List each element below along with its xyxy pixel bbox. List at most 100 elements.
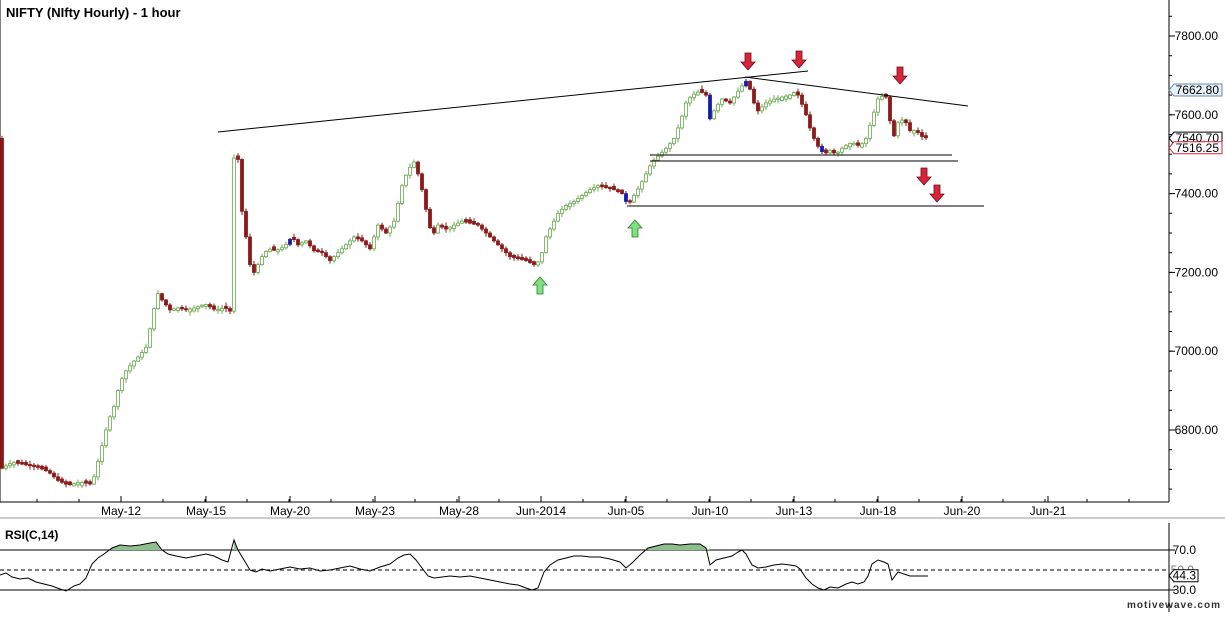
candle-body bbox=[160, 293, 164, 301]
candle-body bbox=[784, 95, 788, 100]
candle-body bbox=[144, 346, 148, 353]
candle-body bbox=[608, 186, 612, 190]
candle-body bbox=[176, 307, 180, 311]
candle-body bbox=[28, 464, 32, 467]
candle-body bbox=[80, 482, 84, 487]
candle-body bbox=[652, 159, 656, 167]
candle-body bbox=[492, 236, 496, 242]
candle-body bbox=[140, 352, 144, 358]
candle-body bbox=[24, 461, 28, 466]
candle-body bbox=[108, 416, 112, 431]
down-arrow-shape bbox=[892, 66, 908, 85]
rsi-tick-label: 30.0 bbox=[1173, 583, 1197, 597]
candle-body bbox=[432, 227, 436, 234]
candle-body bbox=[484, 228, 488, 234]
candle-body bbox=[556, 212, 560, 222]
candle-body bbox=[0, 138, 4, 469]
candle-body bbox=[580, 195, 584, 199]
candle-body bbox=[448, 226, 452, 230]
candle-body bbox=[256, 264, 260, 273]
candle-body bbox=[156, 293, 160, 310]
candle-body bbox=[368, 244, 372, 250]
candle-body bbox=[72, 483, 76, 487]
candle-body bbox=[300, 242, 304, 246]
candle-body bbox=[356, 236, 360, 240]
candle-body bbox=[344, 244, 348, 250]
candle-body bbox=[464, 219, 468, 223]
candle-body bbox=[900, 119, 904, 124]
candle-body bbox=[228, 308, 232, 312]
candle-body bbox=[560, 208, 564, 214]
candle-body bbox=[416, 161, 420, 175]
candle-body bbox=[816, 138, 820, 147]
candle-body bbox=[480, 224, 484, 230]
candle-body bbox=[680, 115, 684, 129]
candle-body bbox=[868, 124, 872, 139]
candle-body bbox=[616, 189, 620, 193]
candle-body bbox=[812, 127, 816, 139]
x-tick-label: Jun-18 bbox=[860, 504, 897, 518]
candle-body bbox=[588, 189, 592, 194]
candle-body bbox=[56, 476, 60, 481]
candle-body bbox=[476, 222, 480, 226]
candle-body bbox=[636, 188, 640, 196]
chart-title: NIFTY (NIfty Hourly) - 1 hour bbox=[6, 5, 181, 20]
candle-body bbox=[496, 240, 500, 246]
candle-body bbox=[796, 91, 800, 96]
candle-body bbox=[216, 308, 220, 312]
candle-body bbox=[132, 360, 136, 367]
candle-body bbox=[924, 135, 928, 139]
candle-body bbox=[316, 249, 320, 253]
candle-body bbox=[164, 299, 168, 306]
candle-body bbox=[104, 429, 108, 447]
y-tick-label: 7000.00 bbox=[1175, 344, 1219, 358]
candle-body bbox=[244, 210, 248, 238]
candle-body bbox=[332, 256, 336, 261]
candle-body bbox=[568, 203, 572, 208]
candle-body bbox=[524, 257, 528, 261]
candle-body bbox=[444, 225, 448, 230]
candle-body bbox=[376, 224, 380, 238]
watermark: motivewave.com bbox=[1127, 600, 1221, 611]
candle-body bbox=[488, 232, 492, 238]
candle-body bbox=[280, 247, 284, 251]
candle-body bbox=[136, 356, 140, 362]
candle-body bbox=[204, 304, 208, 307]
candle-body bbox=[248, 236, 252, 265]
candle-body bbox=[532, 261, 536, 265]
candle-body bbox=[120, 378, 124, 391]
candle-body bbox=[748, 80, 752, 90]
candle-body bbox=[504, 248, 508, 254]
candle-body bbox=[240, 159, 244, 212]
candle-body bbox=[92, 476, 96, 485]
x-tick-label: May-23 bbox=[355, 504, 395, 518]
candle-body bbox=[772, 98, 776, 103]
candle-body bbox=[52, 472, 56, 478]
candle-body bbox=[308, 240, 312, 247]
candle-body bbox=[852, 142, 856, 146]
candle-body bbox=[396, 203, 400, 222]
y-tick-label: 7200.00 bbox=[1175, 265, 1219, 279]
down-arrow-icon bbox=[916, 167, 932, 186]
candle-body bbox=[116, 390, 120, 407]
candle-body bbox=[700, 89, 704, 93]
candle-body bbox=[272, 246, 276, 251]
candle-body bbox=[648, 165, 652, 175]
candle-body bbox=[716, 103, 720, 112]
candle-body bbox=[152, 308, 156, 330]
candle-body bbox=[16, 460, 20, 464]
candle-body bbox=[572, 201, 576, 205]
candle-body bbox=[388, 226, 392, 234]
candle-body bbox=[400, 185, 404, 204]
candle-body bbox=[720, 98, 724, 105]
candle-body bbox=[764, 102, 768, 108]
candle-body bbox=[68, 481, 72, 486]
candle-body bbox=[736, 90, 740, 98]
candle-body bbox=[8, 463, 12, 467]
candle-body bbox=[628, 200, 632, 203]
candle-body bbox=[180, 307, 184, 310]
candle-body bbox=[656, 155, 660, 161]
candle-body bbox=[856, 142, 860, 146]
candle-body bbox=[336, 252, 340, 258]
candle-body bbox=[540, 252, 544, 263]
